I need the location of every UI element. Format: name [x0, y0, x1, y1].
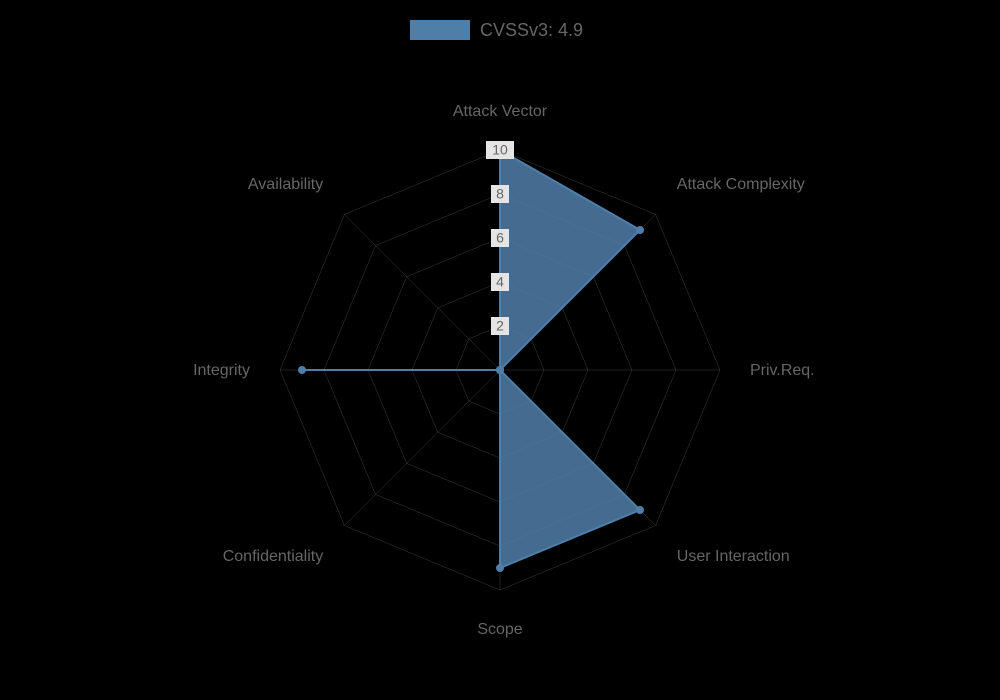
axis-label: Scope	[477, 621, 522, 638]
tick-label: 2	[496, 318, 504, 334]
tick-label: 10	[492, 142, 508, 158]
radar-data-point	[496, 564, 504, 572]
axis-label: Attack Vector	[453, 103, 548, 120]
radar-data-point	[496, 366, 504, 374]
legend-swatch	[410, 20, 470, 40]
axis-label: Availability	[248, 176, 323, 193]
radar-series-area	[302, 150, 640, 568]
radar-chart-container: 2 4 6 8 10 Attack Vector Attack Complexity Priv…	[0, 0, 1000, 700]
radar-chart: 2 4 6 8 10 Attack Vector Attack Complexity Priv…	[0, 0, 1000, 700]
tick-label: 6	[496, 230, 504, 246]
radar-data-point	[636, 226, 644, 234]
axis-label: Confidentiality	[223, 548, 324, 565]
radar-spoke	[344, 214, 500, 370]
axis-label: User Interaction	[677, 548, 790, 565]
axis-label: Integrity	[193, 362, 250, 379]
axis-label: Attack Complexity	[677, 176, 805, 193]
legend-label: CVSSv3: 4.9	[480, 20, 583, 40]
tick-label: 4	[496, 274, 504, 290]
chart-legend: CVSSv3: 4.9	[410, 20, 583, 40]
radar-spoke	[344, 370, 500, 526]
radar-data-point	[298, 366, 306, 374]
tick-label: 8	[496, 186, 504, 202]
axis-label: Priv.Req.	[750, 362, 815, 379]
radar-data-point	[636, 506, 644, 514]
